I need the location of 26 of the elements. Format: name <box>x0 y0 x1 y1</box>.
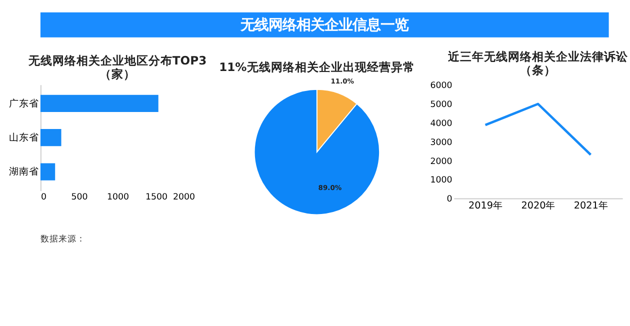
y-tick-label: 广东省 <box>9 97 40 110</box>
y-tick-label: 6000 <box>430 80 452 91</box>
bar <box>40 129 62 146</box>
y-tick-label: 3000 <box>430 138 452 148</box>
x-tick-label: 500 <box>71 192 88 203</box>
y-tick-label: 湖南省 <box>9 166 40 178</box>
x-tick-label: 2000 <box>173 192 196 203</box>
text: 无线网络相关企业信息一览 <box>240 16 409 34</box>
y-tick-label: 5000 <box>430 100 452 110</box>
y-tick-label: 2000 <box>430 156 452 167</box>
x-tick-label: 2020年 <box>521 199 556 212</box>
x-tick-label: 1500 <box>146 192 168 203</box>
chart-title: 11%无线网络相关企业出现经营异常 <box>219 60 415 74</box>
bar <box>40 163 56 180</box>
y-tick-label: 4000 <box>430 118 452 129</box>
x-tick-label: 1000 <box>106 192 130 203</box>
x-tick-label: 0 <box>40 192 46 203</box>
y-tick-label: 1000 <box>430 176 452 186</box>
y-tick-label: 山东省 <box>9 131 40 144</box>
chart-title: 无线网络相关企业地区分布TOP3（家） <box>27 53 207 81</box>
x-tick-label: 2021年 <box>574 199 608 212</box>
bar <box>40 94 158 112</box>
chart-title: 近三年无线网络相关企业法律诉讼（条） <box>447 50 630 78</box>
x-tick-label: 2019年 <box>468 199 504 212</box>
pie-slice <box>254 88 380 216</box>
source-note: 数据来源： <box>40 234 86 245</box>
